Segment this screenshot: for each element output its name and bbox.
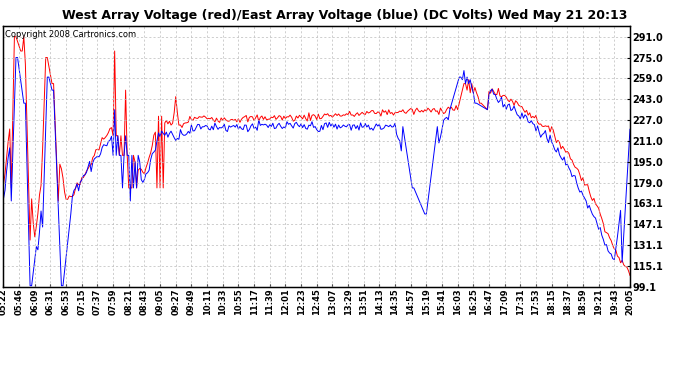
Text: West Array Voltage (red)/East Array Voltage (blue) (DC Volts) Wed May 21 20:13: West Array Voltage (red)/East Array Volt… <box>62 9 628 22</box>
Text: Copyright 2008 Cartronics.com: Copyright 2008 Cartronics.com <box>5 30 136 39</box>
